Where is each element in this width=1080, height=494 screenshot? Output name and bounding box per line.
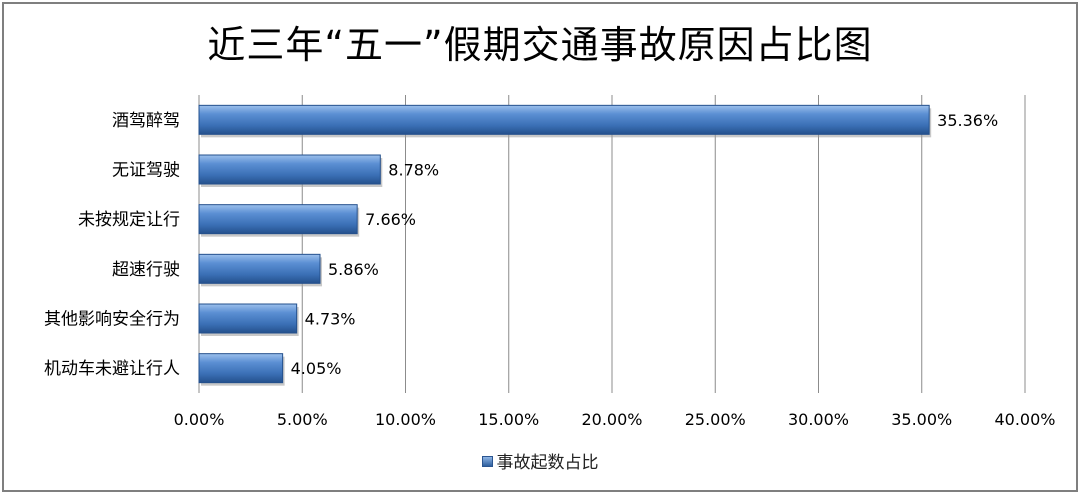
bar [198,204,358,235]
data-label: 5.86% [328,260,379,279]
category-label: 超速行驶 [112,260,180,280]
legend-label: 事故起数占比 [496,453,599,473]
x-tick-label: 15.00% [478,410,539,429]
data-label: 8.78% [388,161,439,180]
category-label: 未按规定让行 [78,210,180,230]
x-tick-label: 0.00% [174,410,225,429]
legend: 事故起数占比 [0,448,1080,473]
x-tick-label: 25.00% [685,410,746,429]
chart-title: 近三年“五一”假期交通事故原因占比图 [207,23,873,67]
category-label: 机动车未避让行人 [44,359,180,379]
legend-swatch [481,455,493,467]
bar [198,253,321,284]
x-tick-label: 35.00% [891,410,952,429]
bar [198,353,284,384]
category-label: 无证驾驶 [112,161,180,181]
data-label: 4.73% [305,310,356,329]
data-label: 7.66% [365,210,416,229]
category-label: 其他影响安全行为 [44,310,180,330]
data-label: 4.05% [291,359,342,378]
x-tick-label: 10.00% [375,410,436,429]
category-label: 酒驾醉驾 [112,111,180,131]
bar [198,154,381,185]
x-tick-label: 40.00% [994,410,1055,429]
bar [198,104,930,135]
x-tick-label: 20.00% [581,410,642,429]
x-tick-label: 5.00% [277,410,328,429]
data-label: 35.36% [937,111,998,130]
x-tick-label: 30.00% [788,410,849,429]
bar [198,303,298,334]
